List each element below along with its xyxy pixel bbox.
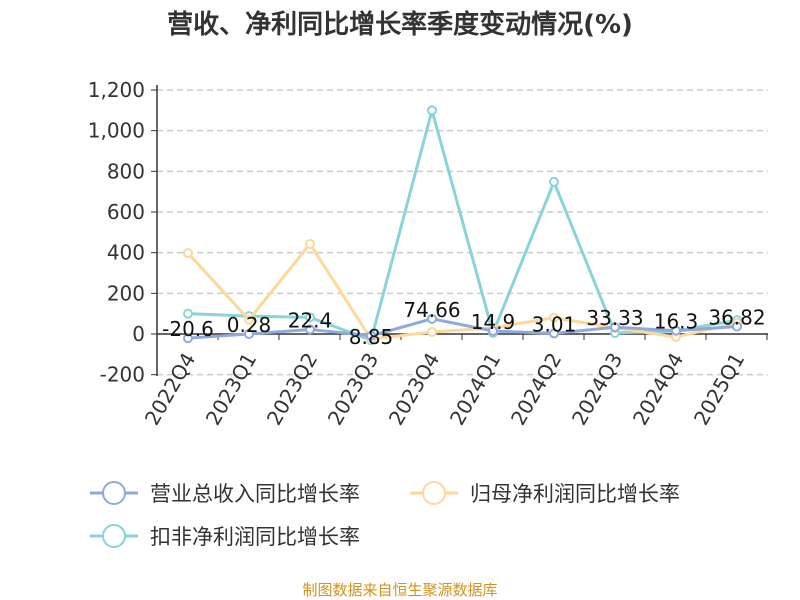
y-tick-label: 1,000 <box>88 119 145 143</box>
series-line <box>187 317 738 340</box>
x-tick-label: 2023Q1 <box>201 349 261 430</box>
data-point <box>427 313 437 324</box>
data-point <box>244 314 254 325</box>
legend-marker <box>102 481 126 505</box>
y-tick-label: -200 <box>100 363 145 387</box>
legend-label: 归母净利润同比增长率 <box>470 482 680 506</box>
legend-label: 营业总收入同比增长率 <box>150 482 360 506</box>
data-point <box>183 248 193 259</box>
data-label: 0.28 <box>227 313 272 337</box>
x-tick-label: 2024Q3 <box>567 349 627 430</box>
data-point <box>305 312 315 323</box>
data-point <box>427 326 437 337</box>
data-point <box>366 330 376 341</box>
chart-title: 营收、净利同比增长率季度变动情况(%) <box>167 9 633 40</box>
data-point <box>549 312 559 323</box>
data-label: 36.82 <box>708 306 765 330</box>
x-tick-label: 2025Q1 <box>689 349 749 430</box>
data-point <box>183 333 193 344</box>
data-label: 16.3 <box>654 310 699 334</box>
y-tick-label: 600 <box>107 200 145 224</box>
data-point <box>732 321 742 332</box>
x-tick-label: 2022Q4 <box>140 349 200 430</box>
source-note: 制图数据来自恒生聚源数据库 <box>302 581 497 599</box>
x-tick-label: 2024Q1 <box>445 349 505 430</box>
x-tick-label: 2023Q3 <box>323 349 383 430</box>
y-tick-label: 200 <box>107 281 145 305</box>
data-point <box>488 325 498 336</box>
data-label: 3.01 <box>532 312 577 336</box>
x-tick-label: 2023Q4 <box>384 349 444 430</box>
legend-label: 扣非净利润同比增长率 <box>150 525 360 549</box>
legend-marker <box>102 524 126 548</box>
data-point <box>244 328 254 339</box>
y-tick-label: 800 <box>107 159 145 183</box>
data-label: 14.9 <box>471 310 516 334</box>
y-tick-label: 400 <box>107 241 145 265</box>
data-label: 74.66 <box>403 298 460 322</box>
y-tick-label: 0 <box>132 322 145 346</box>
data-point <box>549 176 559 187</box>
data-label: 33.33 <box>586 306 643 330</box>
data-point <box>183 308 193 319</box>
data-point <box>305 238 315 249</box>
legend-marker <box>422 481 446 505</box>
y-tick-label: 1,200 <box>88 78 145 102</box>
x-tick-label: 2023Q2 <box>262 349 322 430</box>
x-tick-label: 2024Q2 <box>506 349 566 430</box>
data-point <box>610 322 620 333</box>
series-line <box>187 104 738 343</box>
x-tick-label: 2024Q4 <box>628 349 688 430</box>
data-point <box>305 324 315 335</box>
data-label: -20.6 <box>162 317 214 341</box>
data-point <box>549 328 559 339</box>
series-line <box>186 241 738 341</box>
data-point <box>671 325 681 336</box>
data-point <box>427 105 437 116</box>
data-label: 8.85 <box>349 325 394 349</box>
data-label: 22.4 <box>288 308 333 332</box>
